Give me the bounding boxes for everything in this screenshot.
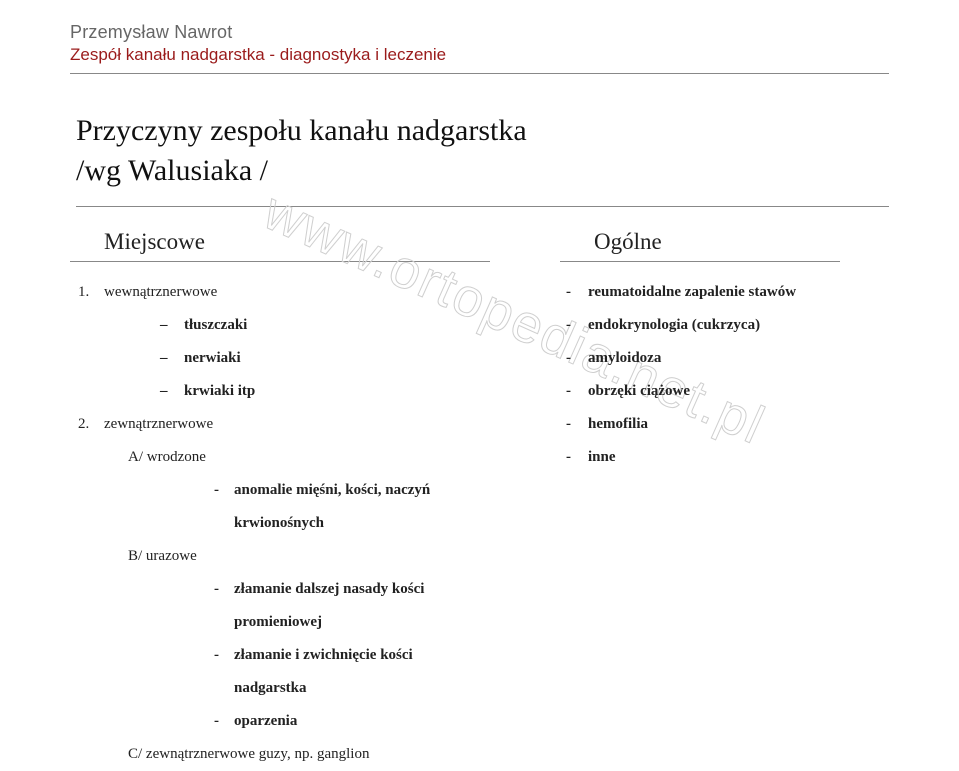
right-column: Ogólne reumatoidalne zapalenie stawów en… bbox=[560, 229, 840, 771]
right-heading-rule bbox=[560, 261, 840, 262]
text-cont: nadgarstka bbox=[234, 680, 307, 696]
left-heading-rule bbox=[70, 261, 490, 262]
text-cont: promieniowej bbox=[234, 614, 322, 630]
left-group-b-sublist: złamanie dalszej nasady kości promieniow… bbox=[128, 573, 490, 738]
left-item-1-sublist: tłuszczaki nerwiaki krwiaki itp bbox=[104, 309, 490, 408]
left-group-b-3: oparzenia bbox=[128, 705, 490, 738]
left-item-1a: tłuszczaki bbox=[104, 309, 490, 342]
left-group-b-1: złamanie dalszej nasady kości promieniow… bbox=[128, 573, 490, 639]
title-rule bbox=[76, 206, 889, 207]
left-group-b: B/ urazowe złamanie dalszej nasady kości… bbox=[70, 540, 490, 738]
columns: Miejscowe wewnątrznerwowe tłuszczaki ner… bbox=[70, 229, 889, 771]
header-rule bbox=[70, 73, 889, 74]
left-item-2-label: zewnątrznerwowe bbox=[104, 416, 213, 432]
left-group-a-label: A/ wrodzone bbox=[128, 449, 206, 465]
right-item-f: inne bbox=[560, 441, 840, 474]
right-heading: Ogólne bbox=[560, 229, 840, 255]
title-line-2: /wg Walusiaka / bbox=[76, 154, 889, 188]
right-list: reumatoidalne zapalenie stawów endokryno… bbox=[560, 276, 840, 474]
left-group-b-2: złamanie i zwichnięcie kości nadgarstka bbox=[128, 639, 490, 705]
left-group-c: C/ zewnątrznerwowe guzy, np. ganglion bbox=[70, 738, 490, 771]
left-item-1: wewnątrznerwowe tłuszczaki nerwiaki krwi… bbox=[70, 276, 490, 408]
left-item-1b: nerwiaki bbox=[104, 342, 490, 375]
left-group-c-label: C/ zewnątrznerwowe guzy, np. ganglion bbox=[128, 746, 369, 762]
left-item-1-label: wewnątrznerwowe bbox=[104, 284, 217, 300]
left-column: Miejscowe wewnątrznerwowe tłuszczaki ner… bbox=[70, 229, 490, 771]
right-item-e: hemofilia bbox=[560, 408, 840, 441]
title-line-1: Przyczyny zespołu kanału nadgarstka bbox=[76, 114, 889, 148]
text-cont: krwionośnych bbox=[234, 515, 324, 531]
left-item-2: zewnątrznerwowe bbox=[70, 408, 490, 441]
right-item-d: obrzęki ciążowe bbox=[560, 375, 840, 408]
left-heading: Miejscowe bbox=[70, 229, 490, 255]
right-item-c: amyloidoza bbox=[560, 342, 840, 375]
left-item-1c: krwiaki itp bbox=[104, 375, 490, 408]
right-item-b: endokrynologia (cukrzyca) bbox=[560, 309, 840, 342]
left-list: wewnątrznerwowe tłuszczaki nerwiaki krwi… bbox=[70, 276, 490, 771]
title-block: Przyczyny zespołu kanału nadgarstka /wg … bbox=[76, 114, 889, 207]
left-group-a: A/ wrodzone anomalie mięśni, kości, nacz… bbox=[70, 441, 490, 540]
text: anomalie mięśni, kości, naczyń bbox=[234, 482, 430, 498]
header-subtitle: Zespół kanału nadgarstka - diagnostyka i… bbox=[70, 45, 889, 65]
slide-page: Przemysław Nawrot Zespół kanału nadgarst… bbox=[0, 0, 959, 718]
author-name: Przemysław Nawrot bbox=[70, 22, 889, 43]
left-group-a-1: anomalie mięśni, kości, naczyń krwionośn… bbox=[128, 474, 490, 540]
left-group-a-sublist: anomalie mięśni, kości, naczyń krwionośn… bbox=[128, 474, 490, 540]
header: Przemysław Nawrot Zespół kanału nadgarst… bbox=[70, 22, 889, 74]
left-group-b-label: B/ urazowe bbox=[128, 548, 197, 564]
text: złamanie dalszej nasady kości bbox=[234, 581, 424, 597]
right-item-a: reumatoidalne zapalenie stawów bbox=[560, 276, 840, 309]
text: złamanie i zwichnięcie kości bbox=[234, 647, 413, 663]
